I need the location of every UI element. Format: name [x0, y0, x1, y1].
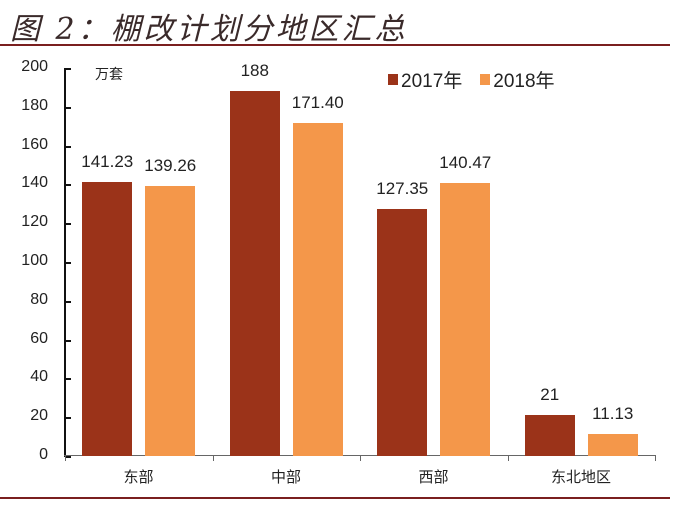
bar-2017: [82, 182, 133, 456]
y-tick: [66, 378, 71, 381]
legend: 2017年 2018年: [388, 66, 573, 93]
data-label: 140.47: [439, 153, 492, 173]
x-tick: [65, 455, 66, 461]
x-category-label: 中部: [270, 469, 301, 486]
data-label: 141.23: [81, 152, 134, 171]
y-tick: [66, 184, 71, 187]
data-label: 171.40: [291, 93, 344, 113]
y-tick-label: 100: [21, 252, 48, 269]
top-rule: [0, 44, 670, 46]
legend-label-2018: 2018年: [493, 71, 555, 92]
bar-2018: [145, 185, 196, 456]
data-label: 139.26: [144, 155, 197, 175]
x-tick: [212, 455, 214, 461]
y-tick: [66, 339, 71, 342]
bar-2018: [292, 123, 343, 456]
y-axis: [64, 68, 66, 457]
legend-label-2017: 2017年: [401, 71, 463, 92]
x-tick: [360, 455, 361, 461]
y-tick-label: 180: [21, 96, 48, 114]
y-tick-label: 140: [21, 174, 48, 192]
data-label: 21: [540, 385, 560, 405]
legend-swatch-2017: [388, 74, 398, 85]
bar-2017: [377, 208, 428, 456]
y-tick-label: 40: [30, 368, 48, 386]
legend-swatch-2018: [480, 74, 491, 85]
x-category-label: 东北地区: [550, 469, 611, 486]
legend-item-2018: 2018年: [480, 66, 555, 93]
bottom-rule: [0, 497, 670, 499]
y-tick: [66, 456, 71, 458]
data-label: 11.13: [592, 404, 634, 424]
y-tick: [66, 300, 71, 303]
y-tick: [66, 106, 71, 109]
y-tick: [66, 262, 71, 264]
bar-2017: [524, 415, 575, 456]
y-tick: [66, 223, 71, 226]
bar-2018: [440, 183, 491, 456]
y-tick-label: 0: [39, 446, 48, 463]
y-tick: [66, 417, 71, 420]
x-tick: [655, 455, 656, 461]
y-tick-label: 60: [30, 329, 48, 347]
y-tick-label: 160: [21, 135, 48, 153]
y-tick: [66, 68, 71, 70]
bar-2017: [229, 91, 280, 456]
bar-2018: [587, 434, 638, 456]
x-category-label: 西部: [418, 469, 449, 486]
x-tick: [507, 455, 509, 461]
data-label: 127.35: [376, 178, 429, 198]
x-category-label: 东部: [123, 469, 154, 486]
figure-title: 图 2：棚改计划分地区汇总: [10, 12, 408, 47]
data-label: 188: [240, 61, 269, 81]
y-tick-label: 80: [30, 290, 48, 308]
y-tick-label: 200: [21, 58, 48, 75]
y-tick-label: 20: [30, 407, 48, 425]
legend-item-2017: 2017年: [388, 66, 462, 93]
unit-label: 万套: [95, 66, 123, 82]
y-tick-label: 120: [21, 213, 48, 231]
y-tick: [66, 145, 71, 148]
